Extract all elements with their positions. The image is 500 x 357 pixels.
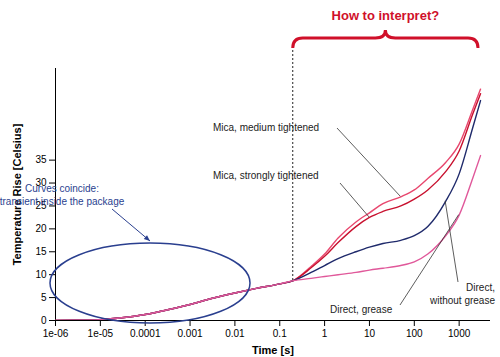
svg-text:5: 5	[41, 292, 47, 303]
svg-text:0.001: 0.001	[178, 328, 203, 339]
svg-text:Mica, medium tightened: Mica, medium tightened	[213, 122, 319, 133]
svg-text:15: 15	[35, 246, 47, 257]
svg-text:1e-05: 1e-05	[88, 328, 114, 339]
svg-text:100: 100	[406, 328, 423, 339]
svg-text:35: 35	[35, 154, 47, 165]
svg-text:0.0001: 0.0001	[130, 328, 161, 339]
svg-text:10: 10	[364, 328, 376, 339]
svg-text:Direct, grease: Direct, grease	[330, 304, 393, 315]
svg-text:Time [s]: Time [s]	[252, 344, 294, 356]
svg-text:How to interpret?: How to interpret?	[332, 8, 440, 23]
svg-text:1e-06: 1e-06	[43, 328, 69, 339]
svg-text:Curves coincide:transient insi: Curves coincide:transient inside the pac…	[0, 183, 125, 207]
svg-text:Direct,without grease: Direct,without grease	[429, 282, 495, 306]
svg-text:10: 10	[35, 269, 47, 280]
svg-text:1000: 1000	[448, 328, 471, 339]
svg-text:1: 1	[322, 328, 328, 339]
svg-text:0.01: 0.01	[225, 328, 245, 339]
svg-text:20: 20	[35, 223, 47, 234]
svg-text:0: 0	[41, 315, 47, 326]
svg-text:Temperature Rise [Celsius]: Temperature Rise [Celsius]	[11, 123, 23, 265]
svg-text:0.1: 0.1	[273, 328, 287, 339]
svg-text:Mica, strongly tightened: Mica, strongly tightened	[213, 170, 319, 181]
